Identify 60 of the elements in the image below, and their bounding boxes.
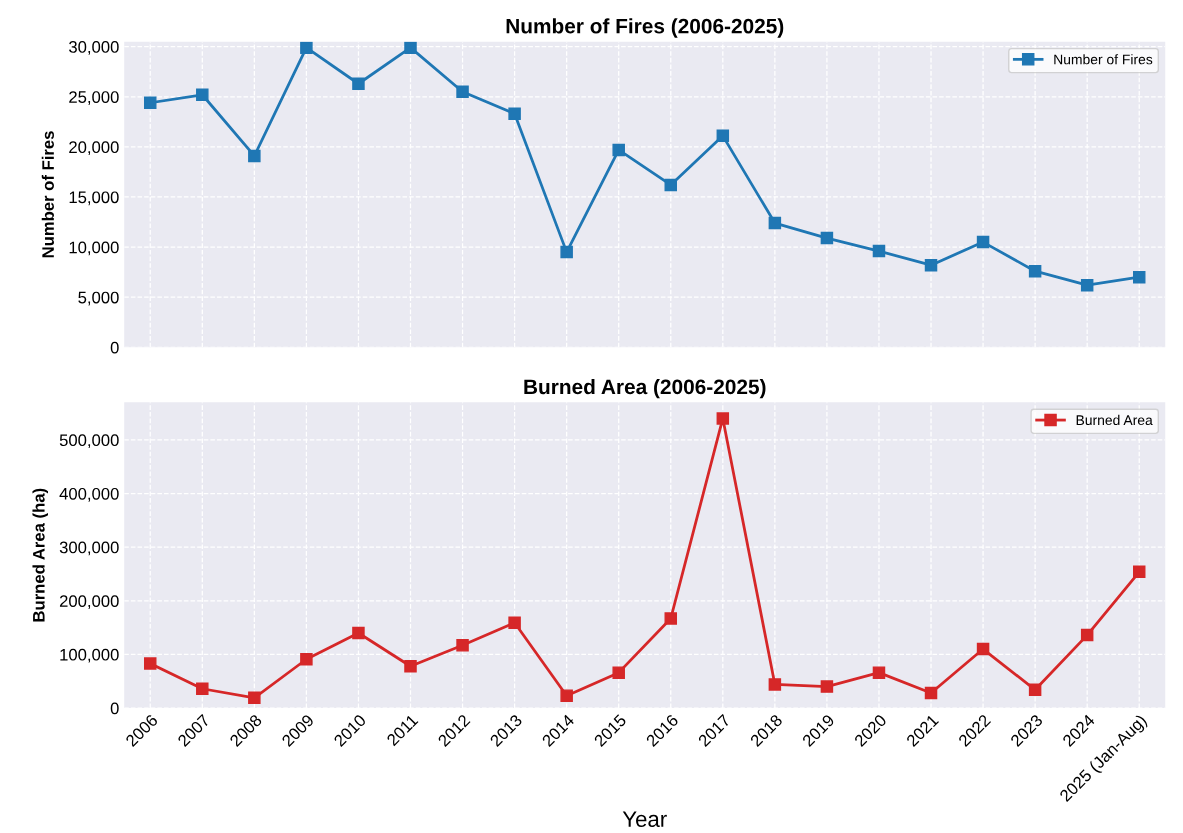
y-tick-label: 10,000 bbox=[69, 241, 119, 256]
point bbox=[248, 149, 261, 163]
point bbox=[924, 258, 938, 272]
point bbox=[196, 88, 209, 102]
chart-title: Number of Fires (2006-2025) bbox=[506, 18, 784, 38]
y-tick-label: 400,000 bbox=[59, 487, 119, 502]
point bbox=[664, 612, 678, 625]
point bbox=[1028, 264, 1042, 278]
point bbox=[456, 85, 469, 99]
point bbox=[560, 245, 573, 259]
legend-label: Burned Area bbox=[1076, 414, 1153, 426]
point bbox=[143, 657, 157, 670]
point bbox=[404, 659, 417, 673]
point bbox=[300, 652, 313, 666]
point bbox=[612, 143, 625, 157]
point bbox=[612, 666, 625, 679]
y-tick-label: 5,000 bbox=[78, 291, 119, 306]
y-axis-title: Burned Area (ha) bbox=[32, 488, 48, 622]
point bbox=[456, 639, 469, 652]
point bbox=[1132, 270, 1146, 284]
point bbox=[716, 412, 730, 425]
y-tick-label: 20,000 bbox=[69, 141, 119, 156]
point bbox=[820, 231, 834, 245]
point bbox=[664, 178, 678, 192]
y-tick-label: 0 bbox=[110, 702, 119, 715]
y-tick-label: 500,000 bbox=[59, 434, 119, 449]
point bbox=[716, 129, 730, 143]
point bbox=[560, 689, 573, 702]
point bbox=[352, 77, 365, 90]
point bbox=[872, 244, 886, 258]
point bbox=[1080, 278, 1094, 292]
y-tick-label: 30,000 bbox=[69, 41, 119, 55]
point bbox=[300, 41, 313, 54]
y-tick-label: 300,000 bbox=[59, 541, 119, 556]
point bbox=[768, 216, 782, 230]
point bbox=[1080, 628, 1094, 642]
point bbox=[872, 666, 886, 679]
point bbox=[976, 235, 990, 249]
point bbox=[508, 107, 521, 121]
point bbox=[143, 96, 157, 110]
point bbox=[508, 616, 521, 630]
legend-label: Number of Fires bbox=[1054, 54, 1153, 65]
point bbox=[820, 680, 834, 693]
point bbox=[924, 686, 938, 700]
y-tick-label: 15,000 bbox=[69, 191, 119, 206]
x-axis-title: Year bbox=[622, 811, 667, 827]
y-tick-label: 200,000 bbox=[59, 595, 119, 609]
point bbox=[196, 682, 209, 695]
chart-title: Burned Area (2006-2025) bbox=[524, 378, 766, 399]
y-tick-label: 25,000 bbox=[69, 91, 119, 105]
point bbox=[352, 626, 365, 640]
point bbox=[976, 642, 990, 656]
point bbox=[248, 691, 261, 705]
point bbox=[1028, 683, 1042, 697]
point bbox=[404, 41, 417, 54]
y-tick-label: 100,000 bbox=[60, 648, 119, 663]
point bbox=[768, 678, 782, 691]
y-axis-title: Number of Fires bbox=[41, 131, 54, 258]
point bbox=[1132, 565, 1146, 579]
y-tick-label: 0 bbox=[110, 341, 119, 354]
